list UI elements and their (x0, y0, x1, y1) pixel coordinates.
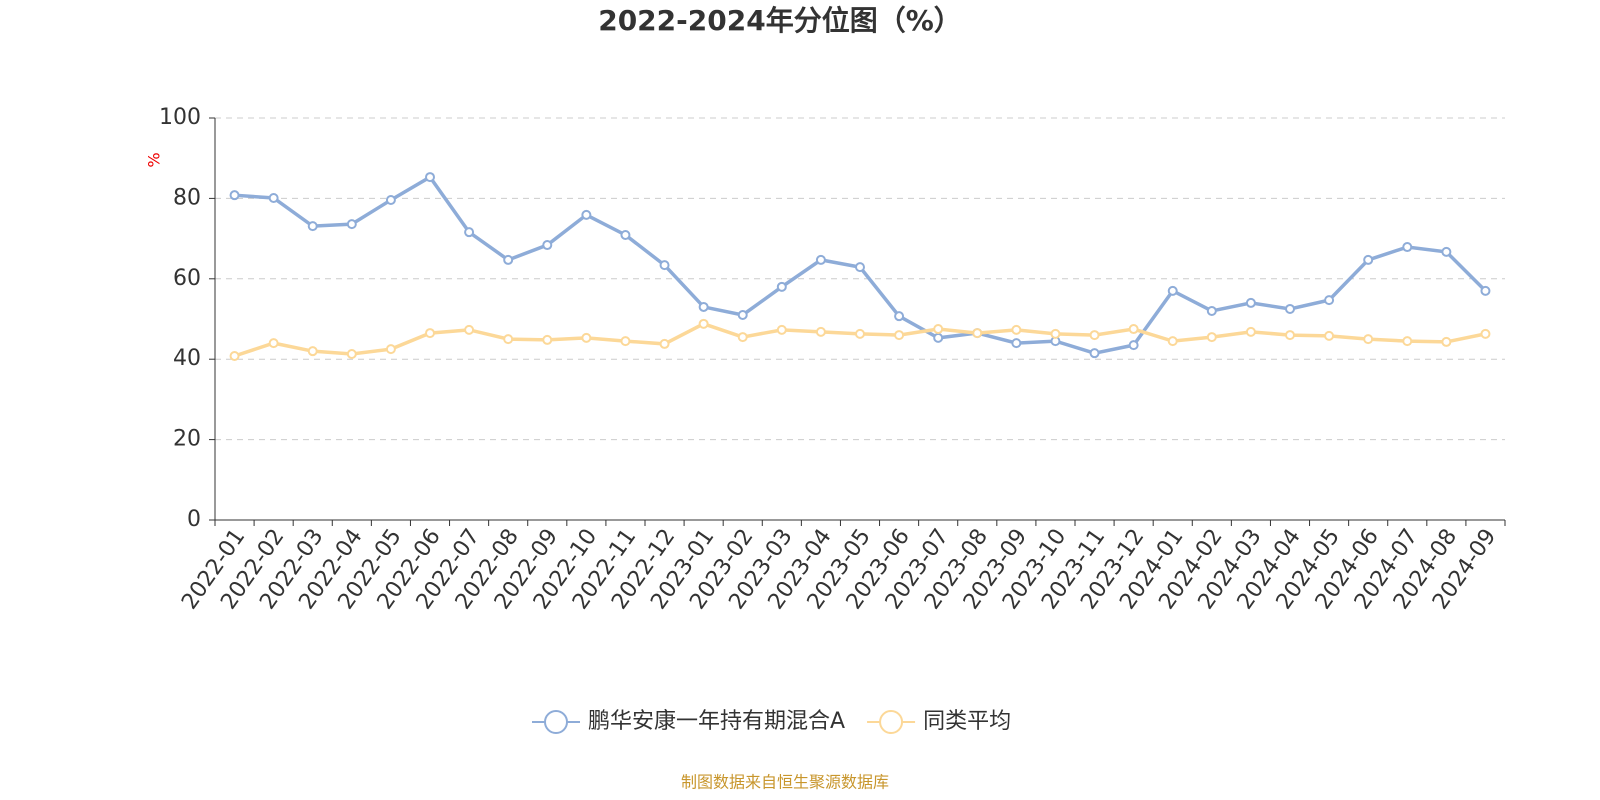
data-point (385, 344, 396, 355)
data-point (933, 332, 944, 343)
y-tick-label: 0 (187, 507, 201, 532)
data-point (425, 328, 435, 339)
data-point (1245, 297, 1256, 308)
data-point (815, 326, 826, 337)
data-point (1206, 305, 1217, 316)
data-point (1324, 330, 1335, 341)
data-point (229, 350, 240, 361)
data-point (346, 219, 357, 230)
data-point (1206, 332, 1217, 343)
data-point (737, 332, 748, 343)
data-point (542, 240, 553, 251)
data-point (1285, 330, 1295, 341)
source-note: 制图数据来自恒生聚源数据库 (681, 773, 889, 792)
chart-title: 2022-2024年分位图（%） (598, 4, 962, 37)
data-point (581, 209, 592, 220)
data-point (464, 227, 475, 238)
data-point (698, 318, 709, 329)
data-point (855, 328, 865, 339)
data-point (1363, 334, 1374, 345)
legend-marker (879, 710, 904, 734)
data-point (464, 324, 475, 335)
data-point (1441, 246, 1452, 257)
data-point (1128, 340, 1139, 351)
data-point (659, 338, 670, 349)
legend-marker (544, 710, 568, 734)
y-tick-label: 60 (173, 266, 201, 291)
y-tick-label: 40 (173, 346, 201, 371)
data-point (1011, 338, 1022, 349)
data-point (1363, 254, 1374, 265)
data-point (698, 301, 709, 312)
data-point (1324, 295, 1335, 306)
data-point (268, 338, 279, 349)
data-point (620, 336, 631, 347)
data-point (894, 330, 905, 341)
data-point (385, 195, 396, 206)
data-point (1245, 326, 1256, 337)
data-point (972, 328, 983, 339)
data-point (1089, 348, 1100, 359)
data-point (1011, 324, 1022, 335)
data-point (776, 324, 787, 335)
data-point (1480, 328, 1491, 339)
legend-label: 鹏华安康一年持有期混合A (588, 709, 845, 734)
data-point (425, 172, 435, 183)
series-line (233, 321, 1486, 358)
data-point (1480, 285, 1491, 296)
data-point (737, 309, 748, 320)
data-point (1402, 242, 1413, 253)
data-point (581, 332, 592, 343)
data-point (1441, 336, 1452, 347)
data-point (346, 348, 357, 359)
data-point (229, 190, 240, 201)
data-point (1285, 303, 1295, 314)
data-point (542, 334, 553, 345)
data-point (933, 324, 944, 335)
data-point (503, 254, 514, 265)
data-point (307, 346, 318, 357)
data-point (1167, 285, 1178, 296)
data-point (268, 192, 279, 203)
data-point (503, 334, 514, 345)
data-point (855, 262, 865, 273)
data-point (1128, 324, 1139, 335)
data-point (1050, 328, 1061, 339)
y-tick-label: 80 (173, 185, 201, 210)
y-axis-label: % (145, 152, 164, 167)
data-point (1402, 336, 1413, 347)
data-point (1089, 330, 1100, 341)
legend-label: 同类平均 (923, 709, 1011, 734)
data-point (659, 260, 670, 271)
data-point (620, 229, 631, 240)
data-point (776, 281, 787, 292)
y-tick-label: 20 (173, 427, 201, 452)
data-point (307, 221, 318, 232)
y-tick-label: 100 (159, 105, 201, 130)
data-point (815, 254, 826, 265)
data-point (1167, 336, 1178, 347)
data-point (894, 311, 905, 322)
